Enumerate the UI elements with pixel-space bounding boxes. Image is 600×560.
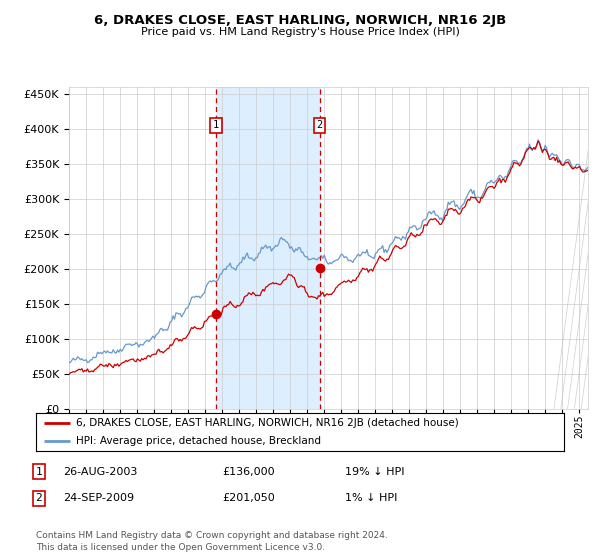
Text: HPI: Average price, detached house, Breckland: HPI: Average price, detached house, Brec… [76,436,320,446]
Text: 6, DRAKES CLOSE, EAST HARLING, NORWICH, NR16 2JB: 6, DRAKES CLOSE, EAST HARLING, NORWICH, … [94,14,506,27]
Text: 19% ↓ HPI: 19% ↓ HPI [345,466,404,477]
Text: 1: 1 [213,120,220,130]
Text: 2: 2 [317,120,323,130]
Bar [216,87,320,409]
Text: £201,050: £201,050 [222,493,275,503]
Text: 2: 2 [35,493,43,503]
Text: Contains HM Land Registry data © Crown copyright and database right 2024.: Contains HM Land Registry data © Crown c… [36,531,388,540]
Text: £136,000: £136,000 [222,466,275,477]
Text: 24-SEP-2009: 24-SEP-2009 [63,493,134,503]
Text: This data is licensed under the Open Government Licence v3.0.: This data is licensed under the Open Gov… [36,543,325,552]
Text: 1% ↓ HPI: 1% ↓ HPI [345,493,397,503]
Text: Price paid vs. HM Land Registry's House Price Index (HPI): Price paid vs. HM Land Registry's House … [140,27,460,37]
Text: 26-AUG-2003: 26-AUG-2003 [63,466,137,477]
Text: 6, DRAKES CLOSE, EAST HARLING, NORWICH, NR16 2JB (detached house): 6, DRAKES CLOSE, EAST HARLING, NORWICH, … [76,418,458,428]
Text: 1: 1 [35,466,43,477]
